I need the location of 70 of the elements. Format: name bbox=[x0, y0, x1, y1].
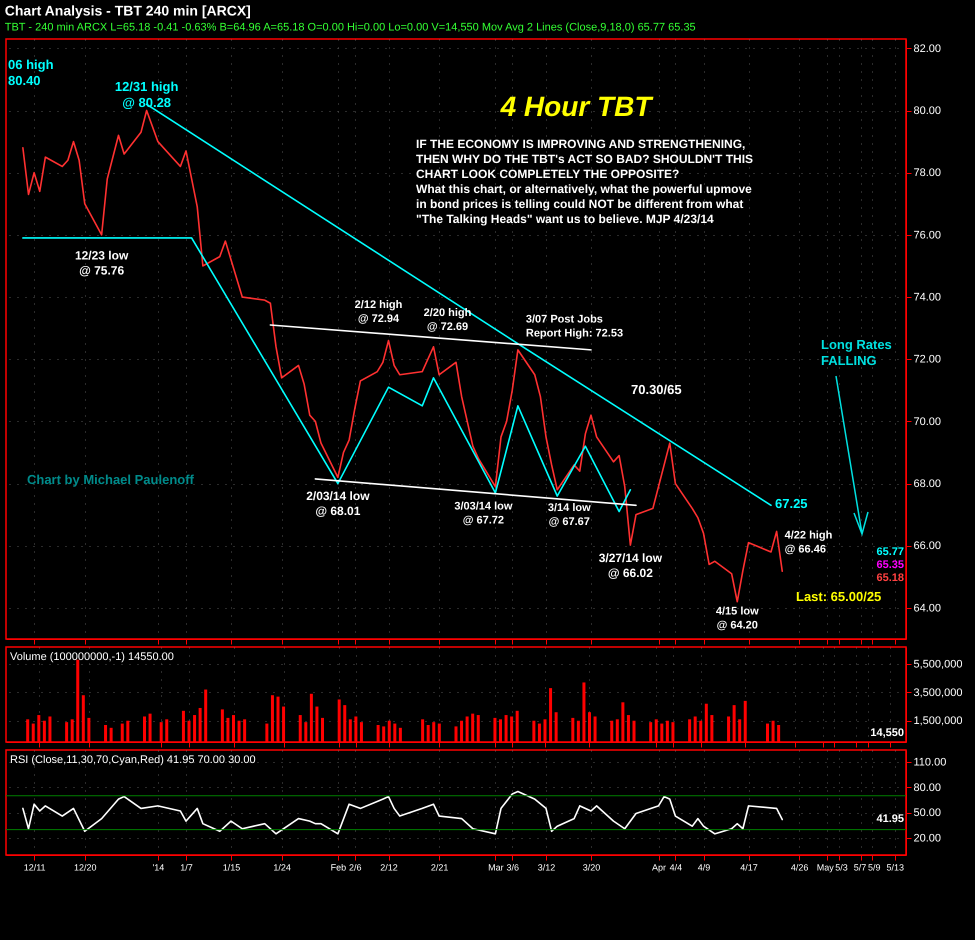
x-tick-label: 4/17 bbox=[740, 862, 758, 872]
chart-title: Chart Analysis - TBT 240 min [ARCX] bbox=[4, 2, 251, 18]
x-tick-label: 3/6 bbox=[506, 862, 520, 872]
annotation: 2/20 high @ 72.69 bbox=[424, 306, 472, 333]
y-tick-label: 110.00 bbox=[914, 756, 946, 768]
y-tick-label: 64.00 bbox=[914, 602, 942, 614]
annotation: 3/03/14 low @ 67.72 bbox=[454, 500, 513, 526]
x-tick-label: 5/3 bbox=[835, 862, 848, 872]
y-tick-label: 5,500,000 bbox=[914, 658, 962, 671]
line-series bbox=[22, 790, 784, 835]
annotation: 67.25 bbox=[775, 496, 808, 511]
x-tick-label: 2/21 bbox=[430, 862, 448, 872]
chart-title: Volume (100000000,-1) 14550.00 bbox=[10, 651, 174, 663]
annotation: 4/22 high @ 66.46 bbox=[784, 529, 833, 556]
x-tick-label: 4/9 bbox=[698, 862, 710, 872]
x-tick-label: '14 bbox=[152, 862, 164, 872]
y-tick-label: 68.00 bbox=[914, 478, 942, 490]
annotation: 3/14 low @ 67.67 bbox=[548, 502, 592, 528]
annotation: Last: 65.00/25 bbox=[796, 589, 882, 604]
x-tick-label: 5/9 bbox=[868, 862, 881, 872]
y-tick-label: 20.00 bbox=[914, 832, 942, 845]
chart-title: RSI (Close,11,30,70,Cyan,Red) 41.95 70.00 30.00 bbox=[10, 754, 256, 766]
annotation: 12/31 high @ 80.28 bbox=[114, 78, 178, 110]
annotation: 2/03/14 low @ 68.01 bbox=[306, 489, 370, 518]
x-tick-label: 2/6 bbox=[348, 862, 362, 872]
y-tick-label: 80.00 bbox=[914, 105, 942, 118]
y-tick-label: 1,500,000 bbox=[914, 715, 962, 728]
y-tick-label: 66.00 bbox=[914, 540, 942, 552]
y-tick-label: 70.00 bbox=[914, 416, 942, 428]
annotation: 65.77 bbox=[876, 546, 904, 558]
x-tick-label: 3/12 bbox=[538, 862, 556, 872]
x-tick-label: Mar bbox=[488, 862, 504, 872]
x-tick-label: 1/15 bbox=[222, 862, 240, 872]
y-tick-label: 3,500,000 bbox=[914, 686, 962, 699]
annotation: 12/23 low @ 75.76 bbox=[74, 248, 129, 278]
y-tick-label: 76.00 bbox=[914, 229, 942, 242]
annotation: 65.18 bbox=[876, 572, 904, 584]
annotation: 06 high 80.40 bbox=[8, 57, 54, 88]
y-tick-label: 72.00 bbox=[914, 354, 942, 366]
y-tick-label: 78.00 bbox=[914, 167, 942, 180]
x-tick-label: 1/24 bbox=[273, 862, 291, 872]
annotation: 14,550 bbox=[870, 727, 904, 739]
x-tick-label: 12/20 bbox=[74, 862, 97, 872]
annotation: 3/27/14 low @ 66.02 bbox=[598, 551, 663, 580]
x-tick-label: 1/7 bbox=[180, 862, 193, 872]
y-tick-label: 74.00 bbox=[914, 292, 942, 304]
x-tick-label: Apr bbox=[652, 862, 666, 872]
x-tick-label: 3/20 bbox=[582, 862, 600, 872]
annotation: 41.95 bbox=[876, 813, 904, 825]
y-tick-label: 80.00 bbox=[914, 782, 942, 794]
annotation: 3/07 Post Jobs Report High: 72.53 bbox=[526, 314, 624, 340]
x-tick-label: 2/12 bbox=[380, 862, 398, 872]
annotation: 70.30/65 bbox=[631, 382, 682, 397]
x-tick-label: 4/4 bbox=[670, 862, 682, 872]
annotation: Chart by Michael Paulenoff bbox=[27, 472, 195, 487]
x-tick-label: 12/11 bbox=[24, 862, 46, 872]
y-tick-label: 50.00 bbox=[914, 807, 942, 820]
annotation: 4 Hour TBT bbox=[500, 91, 654, 122]
x-tick-label: 5/13 bbox=[886, 862, 904, 872]
annotation: 4/15 low @ 64.20 bbox=[716, 606, 760, 632]
annotation: IF THE ECONOMY IS IMPROVING AND STRENGTHENING, THEN WHY DO THE TBT's ACT SO BAD? SHOULDN'T THIS CHART LOOK COMPLETELY THE OPPOSITE? What this chart, or alternatively, what the powerful upmove in bond prices is telling could NOT be different from what "The Talking Heads" want us to believe. MJP 4/23/14 bbox=[416, 137, 754, 226]
annotation: Long Rates FALLING bbox=[821, 337, 892, 368]
x-tick-label: 4/26 bbox=[790, 862, 808, 872]
x-tick-label: May bbox=[816, 862, 834, 872]
annotation: 65.35 bbox=[876, 559, 904, 571]
x-tick-label: Feb bbox=[330, 862, 346, 872]
chart-subtitle: TBT - 240 min ARCX L=65.18 -0.41 -0.63% B=64.96 A=65.18 O=0.00 Hi=0.00 Lo=0.00 V=14,550 Mov Avg 2 Lines (Close,9,18,0) 65.77 65.35 bbox=[4, 21, 696, 34]
x-tick-label: 5/7 bbox=[854, 862, 866, 872]
y-tick-label: 82.00 bbox=[914, 42, 942, 55]
annotation: 2/12 high @ 72.94 bbox=[354, 298, 403, 325]
